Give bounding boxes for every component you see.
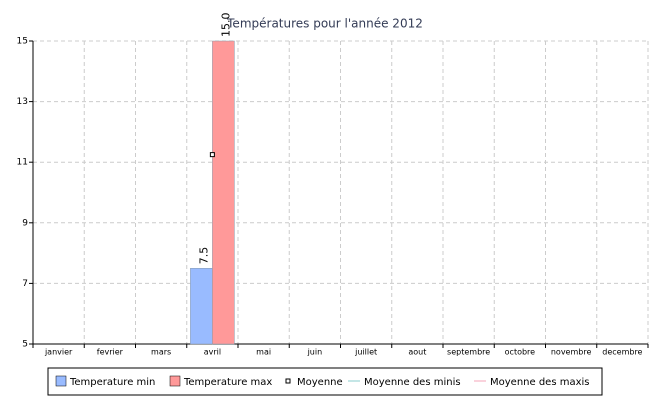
x-tick-label: decembre [602,348,642,357]
y-tick-label: 11 [17,158,28,168]
x-tick-label: fevrier [97,348,124,357]
value-label: 7.5 [197,247,210,265]
x-tick-label: aout [408,348,426,357]
legend-label: Moyenne des maxis [490,377,590,388]
legend-label: Moyenne des minis [364,377,461,388]
x-tick-label: janvier [44,348,73,357]
y-tick-label: 13 [17,97,28,107]
bar [212,40,235,345]
value-label: 15.0 [219,13,232,38]
x-tick-label: juin [307,348,323,357]
x-tick-label: juillet [354,348,377,357]
chart-title: Températures pour l'année 2012 [226,17,423,31]
x-tick-label: avril [204,348,221,357]
legend-box [47,367,603,396]
x-tick-label: octobre [505,348,536,357]
legend-swatch [169,375,181,387]
bar [190,268,213,345]
x-tick-label: novembre [551,348,592,357]
y-tick-label: 9 [22,218,28,228]
legend-swatch [55,375,67,387]
legend-label: Temperature max [183,377,272,388]
legend-label: Moyenne [297,377,343,388]
legend-label: Temperature min [69,377,155,388]
x-tick-label: septembre [447,348,490,357]
y-tick-label: 5 [22,340,28,350]
legend-swatch [285,378,291,384]
x-tick-label: mars [151,348,171,357]
x-tick-label: mai [256,348,271,357]
point [209,152,215,158]
y-tick-label: 15 [17,37,28,47]
y-tick-label: 7 [22,279,28,289]
